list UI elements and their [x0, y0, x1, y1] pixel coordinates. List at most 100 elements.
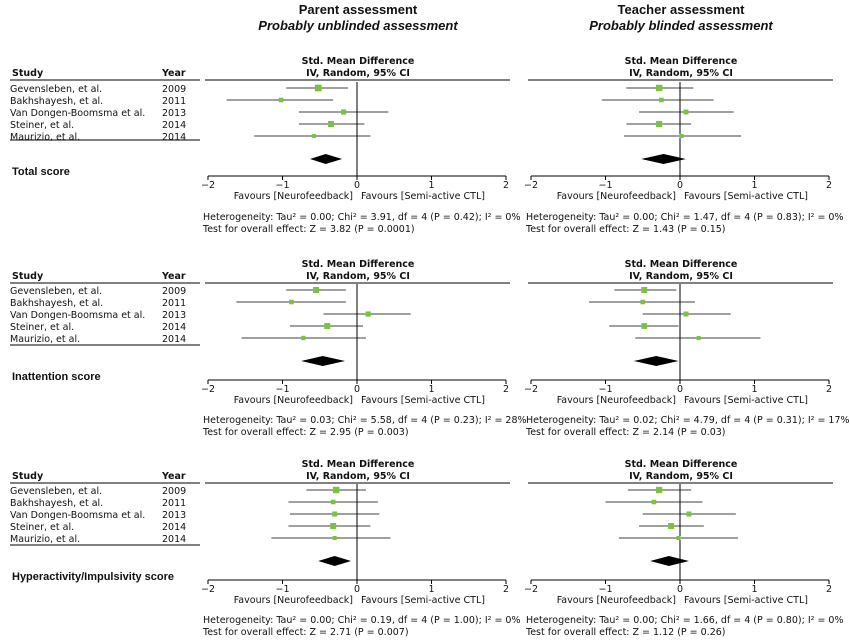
point-estimate: [656, 486, 663, 494]
pooled-diamond: [310, 154, 343, 164]
overall-effect-text: Test for overall effect: Z = 2.95 (P = 0…: [202, 427, 409, 438]
x-tick-label: −2: [524, 584, 538, 595]
study-year: 2014: [162, 522, 186, 533]
point-estimate: [686, 511, 692, 517]
effect-method: IV, Random, 95% CI: [306, 271, 410, 282]
point-estimate: [640, 299, 646, 305]
study-year: 2011: [162, 298, 186, 309]
column-subtitle-teacher: Probably blinded assessment: [589, 18, 773, 33]
x-tick-label: 2: [503, 180, 509, 191]
study-year: 2009: [162, 84, 186, 95]
effect-method: IV, Random, 95% CI: [629, 471, 733, 482]
x-tick-label: −2: [524, 180, 538, 191]
effect-method: IV, Random, 95% CI: [306, 68, 410, 79]
study-name: Gevensleben, et al.: [10, 486, 102, 497]
x-tick-label: 0: [677, 384, 683, 395]
x-tick-label: −2: [201, 384, 215, 395]
column-subtitle-parent: Probably unblinded assessment: [258, 18, 458, 33]
effect-header: Std. Mean Difference: [625, 459, 738, 470]
study-name: Maurizio, et al.: [10, 132, 80, 143]
heterogeneity-text: Heterogeneity: Tau² = 0.00; Chi² = 1.66,…: [526, 615, 844, 626]
section-inattention-score: Study Year Gevensleben, et al. 2009 Bakh…: [10, 259, 850, 438]
study-name: Maurizio, et al.: [10, 334, 80, 345]
x-tick-label: 1: [428, 180, 434, 191]
study-name: Maurizio, et al.: [10, 534, 80, 545]
point-estimate: [668, 523, 675, 529]
x-tick-label: −1: [275, 384, 289, 395]
section-label: Total score: [12, 166, 70, 178]
forest-plot-inattention-parent: Heterogeneity: Tau² = 0.03; Chi² = 5.58,…: [201, 284, 527, 438]
x-tick-label: 1: [751, 384, 757, 395]
study-name: Steiner, et al.: [10, 120, 74, 131]
x-tick-label: −2: [201, 180, 215, 191]
favours-right-label: Favours [Semi-active CTL]: [684, 191, 808, 202]
column-title-teacher: Teacher assessment: [618, 2, 746, 17]
overall-effect-text: Test for overall effect: Z = 2.14 (P = 0…: [525, 427, 726, 438]
effect-header: Std. Mean Difference: [302, 56, 415, 67]
point-estimate: [330, 523, 337, 529]
x-tick-label: 2: [503, 584, 509, 595]
pooled-diamond: [318, 556, 352, 566]
column-title-parent: Parent assessment: [299, 2, 418, 17]
point-estimate: [679, 133, 684, 139]
point-estimate: [656, 120, 663, 128]
point-estimate: [312, 286, 320, 294]
study-header: Study: [12, 271, 44, 282]
study-name: Gevensleben, et al.: [10, 84, 102, 95]
study-year: 2014: [162, 132, 186, 143]
section-total-score: Study Year Gevensleben, et al. 2009 Bakh…: [10, 56, 844, 235]
study-year: 2013: [162, 310, 186, 321]
point-estimate: [332, 511, 338, 517]
point-estimate: [314, 84, 322, 92]
point-estimate: [651, 499, 657, 505]
x-tick-label: −1: [598, 384, 612, 395]
study-year: 2011: [162, 498, 186, 509]
overall-effect-text: Test for overall effect: Z = 3.82 (P = 0…: [202, 224, 415, 235]
x-tick-label: −2: [201, 584, 215, 595]
study-year: 2014: [162, 120, 186, 131]
x-tick-label: 1: [751, 180, 757, 191]
study-name: Bakhshayesh, et al.: [10, 498, 103, 509]
point-estimate: [289, 299, 294, 305]
favours-right-label: Favours [Semi-active CTL]: [361, 595, 485, 606]
point-estimate: [655, 84, 663, 92]
forest-plot-total-parent: Heterogeneity: Tau² = 0.00; Chi² = 3.91,…: [201, 82, 521, 235]
study-name: Bakhshayesh, et al.: [10, 298, 103, 309]
x-tick-label: 2: [826, 584, 832, 595]
forest-plot-hyperactivity-parent: Heterogeneity: Tau² = 0.00; Chi² = 0.19,…: [201, 484, 521, 638]
x-tick-label: 2: [503, 384, 509, 395]
x-tick-label: −2: [524, 384, 538, 395]
effect-header: Std. Mean Difference: [302, 259, 415, 270]
x-tick-label: −1: [598, 180, 612, 191]
forest-plot-total-teacher: Heterogeneity: Tau² = 0.00; Chi² = 1.47,…: [524, 82, 844, 235]
heterogeneity-text: Heterogeneity: Tau² = 0.03; Chi² = 5.58,…: [203, 415, 527, 426]
study-year: 2013: [162, 108, 186, 119]
study-year: 2009: [162, 286, 186, 297]
point-estimate: [365, 311, 371, 317]
x-tick-label: 1: [751, 584, 757, 595]
study-year: 2013: [162, 510, 186, 521]
x-tick-label: −1: [275, 584, 289, 595]
favours-left-label: Favours [Neurofeedback]: [234, 595, 353, 606]
study-name: Van Dongen-Boomsma et al.: [10, 510, 145, 521]
effect-header: Std. Mean Difference: [625, 259, 738, 270]
heterogeneity-text: Heterogeneity: Tau² = 0.00; Chi² = 3.91,…: [203, 212, 521, 223]
favours-right-label: Favours [Semi-active CTL]: [361, 395, 485, 406]
x-tick-label: 2: [826, 384, 832, 395]
point-estimate: [311, 133, 316, 139]
x-tick-label: −1: [275, 180, 289, 191]
study-name: Gevensleben, et al.: [10, 286, 102, 297]
study-name: Steiner, et al.: [10, 522, 74, 533]
point-estimate: [659, 97, 664, 103]
study-year: 2014: [162, 334, 186, 345]
point-estimate: [332, 486, 340, 494]
favours-right-label: Favours [Semi-active CTL]: [361, 191, 485, 202]
overall-effect-text: Test for overall effect: Z = 1.43 (P = 0…: [525, 224, 726, 235]
effect-method: IV, Random, 95% CI: [629, 271, 733, 282]
x-tick-label: 0: [677, 584, 683, 595]
effect-header: Std. Mean Difference: [625, 56, 738, 67]
forest-plot-inattention-teacher: Heterogeneity: Tau² = 0.02; Chi² = 4.79,…: [524, 284, 850, 438]
point-estimate: [301, 335, 306, 341]
forest-plot-hyperactivity-teacher: Heterogeneity: Tau² = 0.00; Chi² = 1.66,…: [524, 484, 844, 638]
